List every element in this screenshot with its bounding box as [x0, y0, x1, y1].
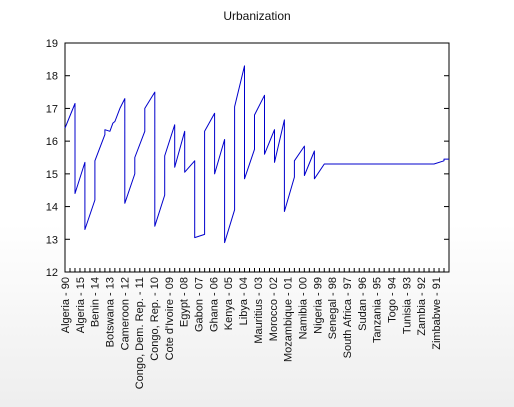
chart-title: Urbanization [223, 9, 290, 23]
plot-area-frame [64, 42, 450, 273]
series-line [64, 65, 449, 244]
x-tick-label: Ghana - 06 [208, 277, 220, 332]
x-tick-label: Libya - 04 [238, 277, 250, 325]
x-tick-label: Algeria - 90 [60, 277, 72, 333]
x-tick-label: Congo, Rep. - 10 [149, 277, 161, 361]
y-tick-label: 15 [46, 169, 58, 181]
series-group [64, 65, 449, 244]
x-tick-label: Togo - 94 [386, 277, 398, 323]
x-tick-label: Morocco - 02 [268, 277, 280, 341]
x-tick-label: Botswana - 13 [105, 277, 117, 347]
x-tick-label: Cote d'Ivoire - 09 [164, 277, 176, 360]
y-tick-label: 12 [46, 267, 58, 279]
y-axis: 12 13 14 15 16 17 18 19 [46, 38, 449, 279]
x-tick-label: Nigeria - 99 [312, 277, 324, 334]
x-tick-label: Namibia - 00 [297, 277, 309, 339]
x-tick-label: Zambia - 92 [416, 277, 428, 336]
y-tick-label: 17 [46, 103, 58, 115]
x-tick-label: Kenya - 05 [223, 277, 235, 330]
x-tick-label: Sudan - 96 [357, 277, 369, 331]
x-tick-label: Tanzania - 95 [372, 277, 384, 343]
x-tick-label: Senegal - 98 [327, 277, 339, 339]
y-tick-label: 13 [46, 234, 58, 246]
x-tick-label: Algeria - 15 [75, 277, 87, 333]
y-tick-label: 16 [46, 136, 58, 148]
x-tick-label: Congo, Dem. Rep. - 11 [134, 277, 146, 389]
x-tick-label: Mozambique - 01 [283, 277, 295, 362]
x-axis: Algeria - 90 Algeria - 15 Benin - 14 Botswa… [60, 268, 450, 389]
y-tick-label: 14 [46, 202, 58, 214]
x-tick-label: Gabon - 07 [194, 277, 206, 332]
x-tick-label: Mauritius - 03 [253, 277, 265, 344]
x-tick-label: South Africa - 97 [342, 277, 354, 358]
x-tick-label: Tunisia - 93 [401, 277, 413, 334]
y-tick-label: 19 [46, 38, 58, 50]
x-tick-label: Cameroon - 12 [119, 277, 131, 350]
y-tick-label: 18 [46, 71, 58, 83]
x-tick-label: Benin - 14 [90, 277, 102, 327]
x-tick-label: Egypt - 08 [179, 277, 191, 327]
x-tick-label: Zimbabwe - 91 [431, 277, 443, 350]
